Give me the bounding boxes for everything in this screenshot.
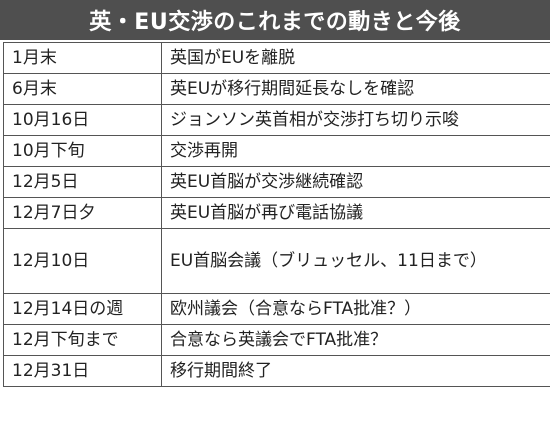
event-cell: 欧州議会（合意ならFTA批准？） xyxy=(161,293,550,325)
date-cell: 12月5日 xyxy=(3,166,162,198)
date-cell: 12月31日 xyxy=(3,355,162,387)
table-row: 10月下旬 交渉再開 xyxy=(3,135,550,167)
title-bar: 英・EU交渉のこれまでの動きと今後 xyxy=(0,0,550,40)
table-row: 6月末 英EUが移行期間延長なしを確認 xyxy=(3,73,550,105)
event-cell: 交渉再開 xyxy=(161,135,550,167)
timeline-table: 1月末 英国がEUを離脱 6月末 英EUが移行期間延長なしを確認 10月16日 … xyxy=(3,42,550,387)
date-cell: 10月下旬 xyxy=(3,135,162,167)
figure-title: 英・EU交渉のこれまでの動きと今後 xyxy=(89,10,461,35)
date-cell: 12月7日夕 xyxy=(3,197,162,229)
date-cell: 6月末 xyxy=(3,73,162,105)
date-cell: 12月14日の週 xyxy=(3,293,162,325)
date-cell: 12月下旬まで xyxy=(3,324,162,356)
table-row: 1月末 英国がEUを離脱 xyxy=(3,42,550,74)
event-cell: 移行期間終了 xyxy=(161,355,550,387)
event-cell: 合意なら英議会でFTA批准？ xyxy=(161,324,550,356)
table-row: 12月31日 移行期間終了 xyxy=(3,355,550,387)
table-row: 12月10日 EU首脳会議（ブリュッセル、11日まで） xyxy=(3,228,550,294)
table-row: 12月5日 英EU首脳が交渉継続確認 xyxy=(3,166,550,198)
table-row: 12月下旬まで 合意なら英議会でFTA批准？ xyxy=(3,324,550,356)
event-cell: EU首脳会議（ブリュッセル、11日まで） xyxy=(161,228,550,294)
date-cell: 12月10日 xyxy=(3,228,162,294)
date-cell: 10月16日 xyxy=(3,104,162,136)
event-cell: ジョンソン英首相が交渉打ち切り示唆 xyxy=(161,104,550,136)
event-cell: 英EU首脳が交渉継続確認 xyxy=(161,166,550,198)
event-cell: 英EU首脳が再び電話協議 xyxy=(161,197,550,229)
table-row: 12月14日の週 欧州議会（合意ならFTA批准？） xyxy=(3,293,550,325)
table-row: 12月7日夕 英EU首脳が再び電話協議 xyxy=(3,197,550,229)
event-cell: 英国がEUを離脱 xyxy=(161,42,550,74)
event-cell: 英EUが移行期間延長なしを確認 xyxy=(161,73,550,105)
date-cell: 1月末 xyxy=(3,42,162,74)
table-row: 10月16日 ジョンソン英首相が交渉打ち切り示唆 xyxy=(3,104,550,136)
